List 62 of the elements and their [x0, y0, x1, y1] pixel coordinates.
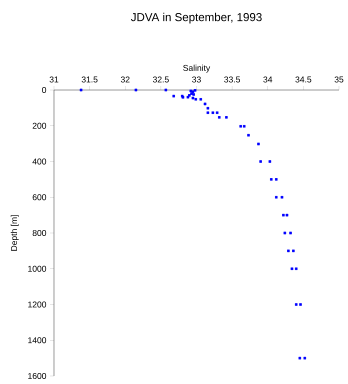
- point: [225, 116, 228, 119]
- point: [274, 196, 278, 199]
- x-tick-label: 32.5: [152, 76, 169, 82]
- y-tick-label: 1400: [28, 337, 46, 344]
- point: [286, 214, 288, 216]
- point: [194, 89, 196, 92]
- x-tick-label: 31.5: [82, 76, 98, 82]
- y-tick-label: 1200: [28, 302, 46, 308]
- point: [172, 94, 175, 98]
- point: [216, 111, 218, 114]
- point: [294, 267, 298, 270]
- point: [247, 134, 250, 137]
- point: [80, 88, 82, 92]
- y-axis-title: Depth [m]: [10, 215, 19, 251]
- point: [204, 102, 206, 106]
- point: [274, 178, 278, 181]
- point: [270, 178, 273, 181]
- point: [292, 250, 295, 252]
- x-tick-label: 33.5: [224, 76, 240, 82]
- point: [218, 116, 221, 119]
- point: [287, 250, 290, 252]
- x-tick-label: 34: [263, 76, 272, 82]
- y-tick-label: 800: [32, 230, 46, 236]
- point: [212, 111, 214, 114]
- point: [192, 96, 194, 100]
- y-tick-label: 0: [42, 87, 46, 94]
- point: [134, 88, 138, 92]
- point: [289, 232, 292, 234]
- y-tick-label: 1600: [28, 372, 46, 379]
- point: [280, 196, 284, 199]
- x-axis-title: Salinity: [183, 64, 210, 73]
- point: [190, 92, 193, 95]
- x-tick-label: 32: [120, 76, 130, 82]
- point: [290, 267, 294, 270]
- point: [199, 98, 202, 101]
- point: [206, 106, 210, 110]
- point: [242, 124, 246, 128]
- x-tick-label: 34.5: [295, 76, 312, 82]
- x-tick-label: 31: [50, 76, 58, 82]
- point: [299, 303, 302, 306]
- y-tick-label: 400: [32, 158, 46, 165]
- point: [192, 93, 195, 96]
- point: [257, 142, 260, 146]
- point: [206, 111, 210, 114]
- point: [303, 356, 306, 360]
- point: [164, 88, 168, 92]
- chart-title: JDVA in September, 1993: [130, 12, 262, 24]
- point: [259, 160, 262, 163]
- point: [194, 98, 198, 101]
- point: [268, 160, 272, 163]
- y-tick-label: 200: [32, 122, 46, 129]
- point: [239, 124, 242, 128]
- x-tick-label: 33: [192, 76, 201, 82]
- y-tick-label: 600: [32, 194, 46, 200]
- point: [284, 232, 286, 234]
- x-tick-label: 35: [334, 76, 344, 82]
- point: [186, 96, 190, 98]
- point: [188, 94, 191, 97]
- point: [294, 303, 298, 306]
- point: [282, 214, 285, 216]
- y-tick-label: 1000: [28, 266, 46, 272]
- point: [298, 356, 302, 360]
